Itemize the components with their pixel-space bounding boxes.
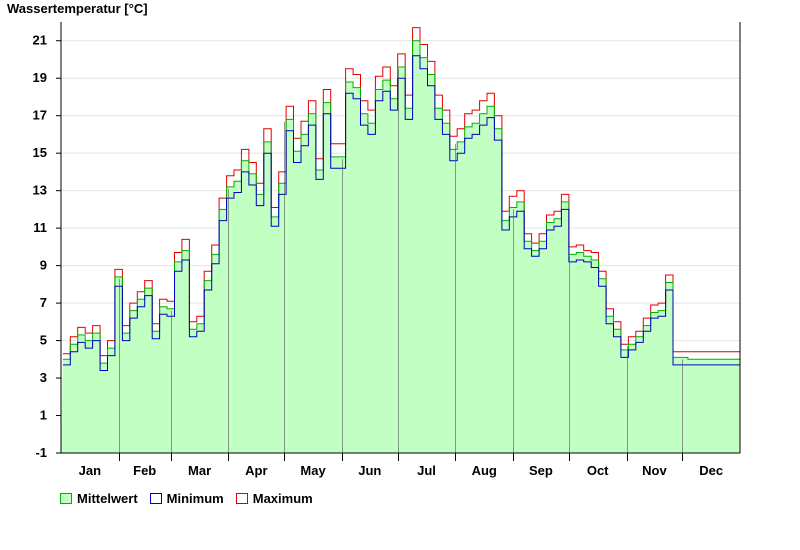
y-tick-label: 19 bbox=[33, 70, 47, 85]
x-tick-label: Mar bbox=[188, 463, 211, 478]
x-tick-label: Apr bbox=[245, 463, 267, 478]
x-tick-label: Feb bbox=[133, 463, 156, 478]
y-tick-label: 7 bbox=[40, 295, 47, 310]
x-tick-label: Oct bbox=[587, 463, 609, 478]
legend-item-mittelwert: Mittelwert bbox=[60, 491, 138, 506]
legend-swatch-minimum bbox=[149, 492, 162, 504]
x-tick-label: Sep bbox=[529, 463, 553, 478]
x-tick-label: Aug bbox=[472, 463, 497, 478]
series-area-mittelwert bbox=[61, 40, 740, 453]
y-tick-label: 17 bbox=[33, 108, 47, 123]
x-tick-label: Jul bbox=[417, 463, 436, 478]
legend-swatch-maximum bbox=[235, 492, 248, 504]
legend-label-maximum: Maximum bbox=[252, 490, 313, 506]
legend-label-minimum: Minimum bbox=[166, 490, 224, 506]
y-tick-label: 1 bbox=[40, 408, 47, 423]
series-line-mittelwert bbox=[62, 40, 740, 364]
legend-label-mittelwert: Mittelwert bbox=[77, 490, 138, 506]
y-tick-label: 5 bbox=[40, 333, 47, 348]
legend-item-minimum: Minimum bbox=[149, 490, 224, 506]
y-tick-label: 15 bbox=[33, 145, 47, 160]
y-tick-label: 11 bbox=[33, 220, 47, 235]
y-tick-label: 3 bbox=[40, 370, 47, 385]
y-tick-label: 21 bbox=[33, 33, 47, 48]
x-tick-label: May bbox=[300, 463, 326, 478]
x-tick-label: Jun bbox=[358, 463, 381, 478]
y-tick-label: -1 bbox=[35, 445, 47, 460]
legend-item-maximum: Maximum bbox=[235, 490, 313, 506]
legend: Mittelwert Minimum Maximum bbox=[60, 489, 325, 507]
legend-swatch-mittelwert bbox=[60, 492, 72, 504]
series-line-maximum bbox=[62, 27, 740, 357]
y-axis-label: Wassertemperatur [°C] bbox=[7, 1, 148, 16]
y-tick-label: 13 bbox=[33, 183, 47, 198]
x-tick-label: Nov bbox=[642, 463, 667, 478]
y-tick-label: 9 bbox=[40, 258, 47, 273]
x-tick-label: Dec bbox=[699, 463, 723, 478]
x-tick-label: Jan bbox=[79, 463, 101, 478]
